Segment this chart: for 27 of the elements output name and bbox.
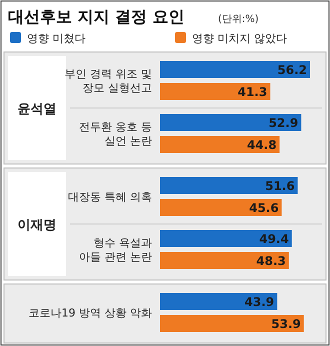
data-label: 52.9 (268, 116, 298, 130)
data-label: 48.3 (256, 254, 286, 268)
bar (160, 61, 310, 78)
legend-label: 영향 미치지 않았다 (192, 32, 287, 45)
text: 이재명 (18, 218, 56, 233)
chart-subtitle: (단위:%) (218, 14, 259, 25)
y-tick-label: 코로나19 방역 상황 악화 (28, 306, 152, 320)
y-tick-label: 부인 경력 위조 및 장모 실형선고 (64, 68, 152, 94)
data-label: 44.8 (246, 138, 277, 152)
data-label: 41.3 (238, 85, 268, 99)
bar (160, 177, 298, 194)
bar (160, 293, 278, 310)
bar (160, 315, 304, 332)
data-label: 53.9 (271, 317, 301, 331)
bar (160, 199, 282, 216)
text: 윤석열 (18, 102, 56, 117)
data-label: 49.4 (259, 232, 289, 246)
y-tick-label: 형수 욕설과 아들 관련 논란 (79, 236, 152, 264)
bar (160, 83, 270, 100)
y-tick-label: 대장동 특혜 의혹 (68, 190, 152, 204)
data-label: 51.6 (265, 179, 295, 193)
data-label: 43.9 (244, 295, 274, 309)
legend-label: 영향 미쳤다 (27, 32, 86, 45)
data-label: 45.6 (249, 201, 279, 215)
chart-title: 대선후보 지지 결정 요인 (8, 7, 185, 26)
data-label: 56.2 (277, 63, 307, 77)
y-tick-label: 전두환 옹호 등 실언 논란 (79, 120, 152, 148)
